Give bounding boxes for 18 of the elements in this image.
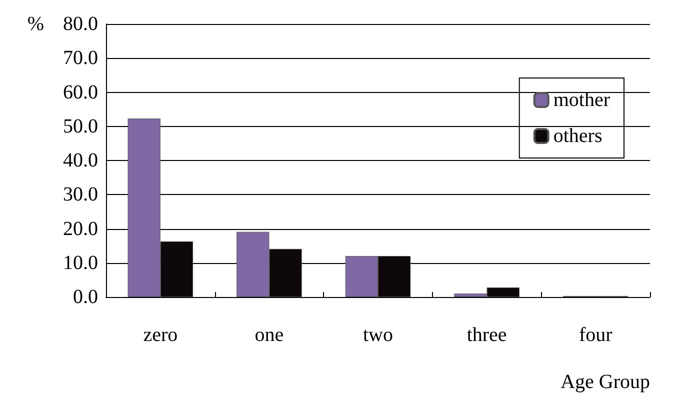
legend-label: mother bbox=[553, 89, 610, 111]
y-tick-label: 50.0 bbox=[63, 115, 98, 138]
legend-label: others bbox=[553, 125, 602, 147]
x-tick-label: four bbox=[578, 324, 613, 346]
y-tick-label: 20.0 bbox=[63, 218, 98, 240]
y-axis-title: % bbox=[27, 13, 44, 35]
x-tick-label: zero bbox=[143, 324, 178, 346]
y-tick-label: 60.0 bbox=[63, 81, 98, 104]
y-tick-label: 30.0 bbox=[63, 184, 98, 206]
y-tick-label: 40.0 bbox=[63, 150, 98, 172]
x-tick-label: two bbox=[363, 324, 393, 346]
x-axis-title: Age Group bbox=[560, 371, 650, 393]
x-tick-label: one bbox=[254, 324, 284, 346]
y-tick-label: 70.0 bbox=[63, 47, 98, 70]
y-tick-label: 80.0 bbox=[63, 13, 98, 35]
x-tick-label: three bbox=[466, 324, 507, 346]
y-tick-label: 0.0 bbox=[73, 286, 98, 308]
y-tick-label: 10.0 bbox=[63, 252, 98, 274]
